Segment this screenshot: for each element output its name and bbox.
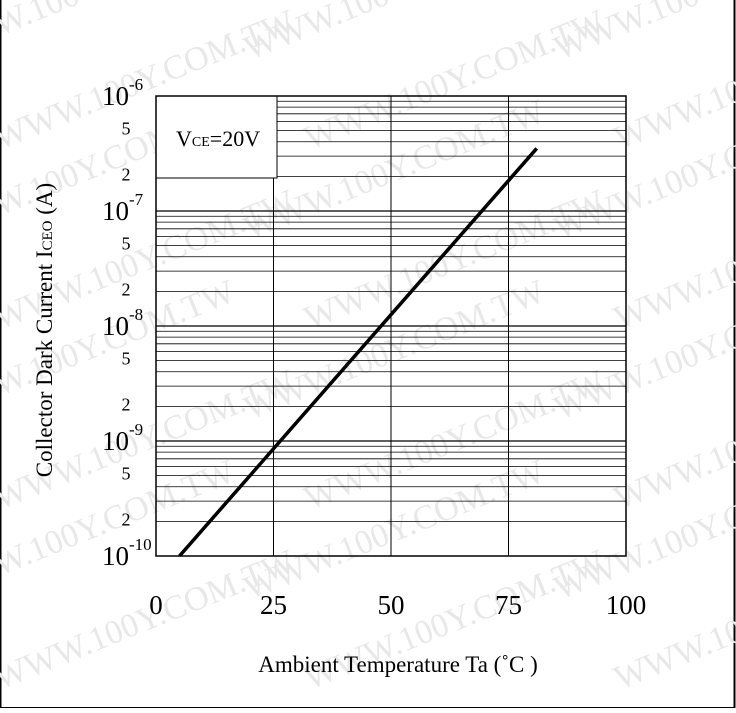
x-tick-label: 100 (606, 590, 647, 620)
y-axis-label: Collector Dark Current ICEO (A) (32, 183, 57, 477)
y-tick-exponent: -10 (129, 535, 152, 554)
grid-layer (156, 96, 626, 556)
y-minor-tick-label: 2 (122, 394, 131, 414)
y-tick-base: 10 (102, 311, 129, 341)
annotation-tail: =20V (210, 126, 260, 151)
x-tick-layer: 0 25 50 75 100 (149, 590, 646, 620)
y-tick-base: 10 (102, 81, 129, 111)
y-minor-tick-label: 5 (122, 464, 131, 484)
y-tick-base: 10 (102, 541, 129, 571)
y-minor-tick-label: 5 (122, 349, 131, 369)
x-tick-label: 50 (378, 590, 405, 620)
annotation-label: VCE=20V (176, 126, 260, 151)
y-tick-base: 10 (102, 196, 129, 226)
y-minor-tick-label: 2 (122, 164, 131, 184)
annotation-main: V (176, 126, 192, 151)
annotation-box (155, 95, 278, 179)
annotation-sub: CE (192, 135, 210, 150)
x-tick-label: 25 (260, 590, 287, 620)
y-minor-tick-label: 5 (122, 234, 131, 254)
y-tick-base: 10 (102, 426, 129, 456)
series-line (178, 147, 539, 558)
y-major-tick-label: 10-7 (102, 190, 144, 226)
x-tick-label: 75 (495, 590, 522, 620)
y-major-tick-label: 10-9 (102, 420, 143, 456)
y-axis-label-main: Collector Dark Current I (32, 250, 57, 477)
y-axis-label-sub: CEO (40, 220, 56, 250)
y-major-tick-label: 10-10 (102, 535, 152, 571)
series-layer (178, 147, 539, 558)
x-axis-label: Ambient Temperature Ta (˚C ) (258, 652, 538, 677)
y-minor-tick-label: 5 (122, 119, 131, 139)
y-major-tick-label: 10-6 (102, 75, 143, 111)
y-tick-exponent: -9 (129, 420, 143, 439)
plot-border (155, 95, 627, 557)
y-minor-tick-label: 2 (122, 279, 131, 299)
x-tick-label: 0 (149, 590, 163, 620)
y-major-tick-label: 10-8 (102, 305, 143, 341)
y-minor-tick-label: 2 (122, 509, 131, 529)
y-tick-exponent: -6 (129, 75, 143, 94)
y-axis-label-tail: (A) (32, 183, 57, 221)
y-tick-exponent: -8 (129, 305, 143, 324)
y-tick-exponent: -7 (129, 190, 144, 209)
